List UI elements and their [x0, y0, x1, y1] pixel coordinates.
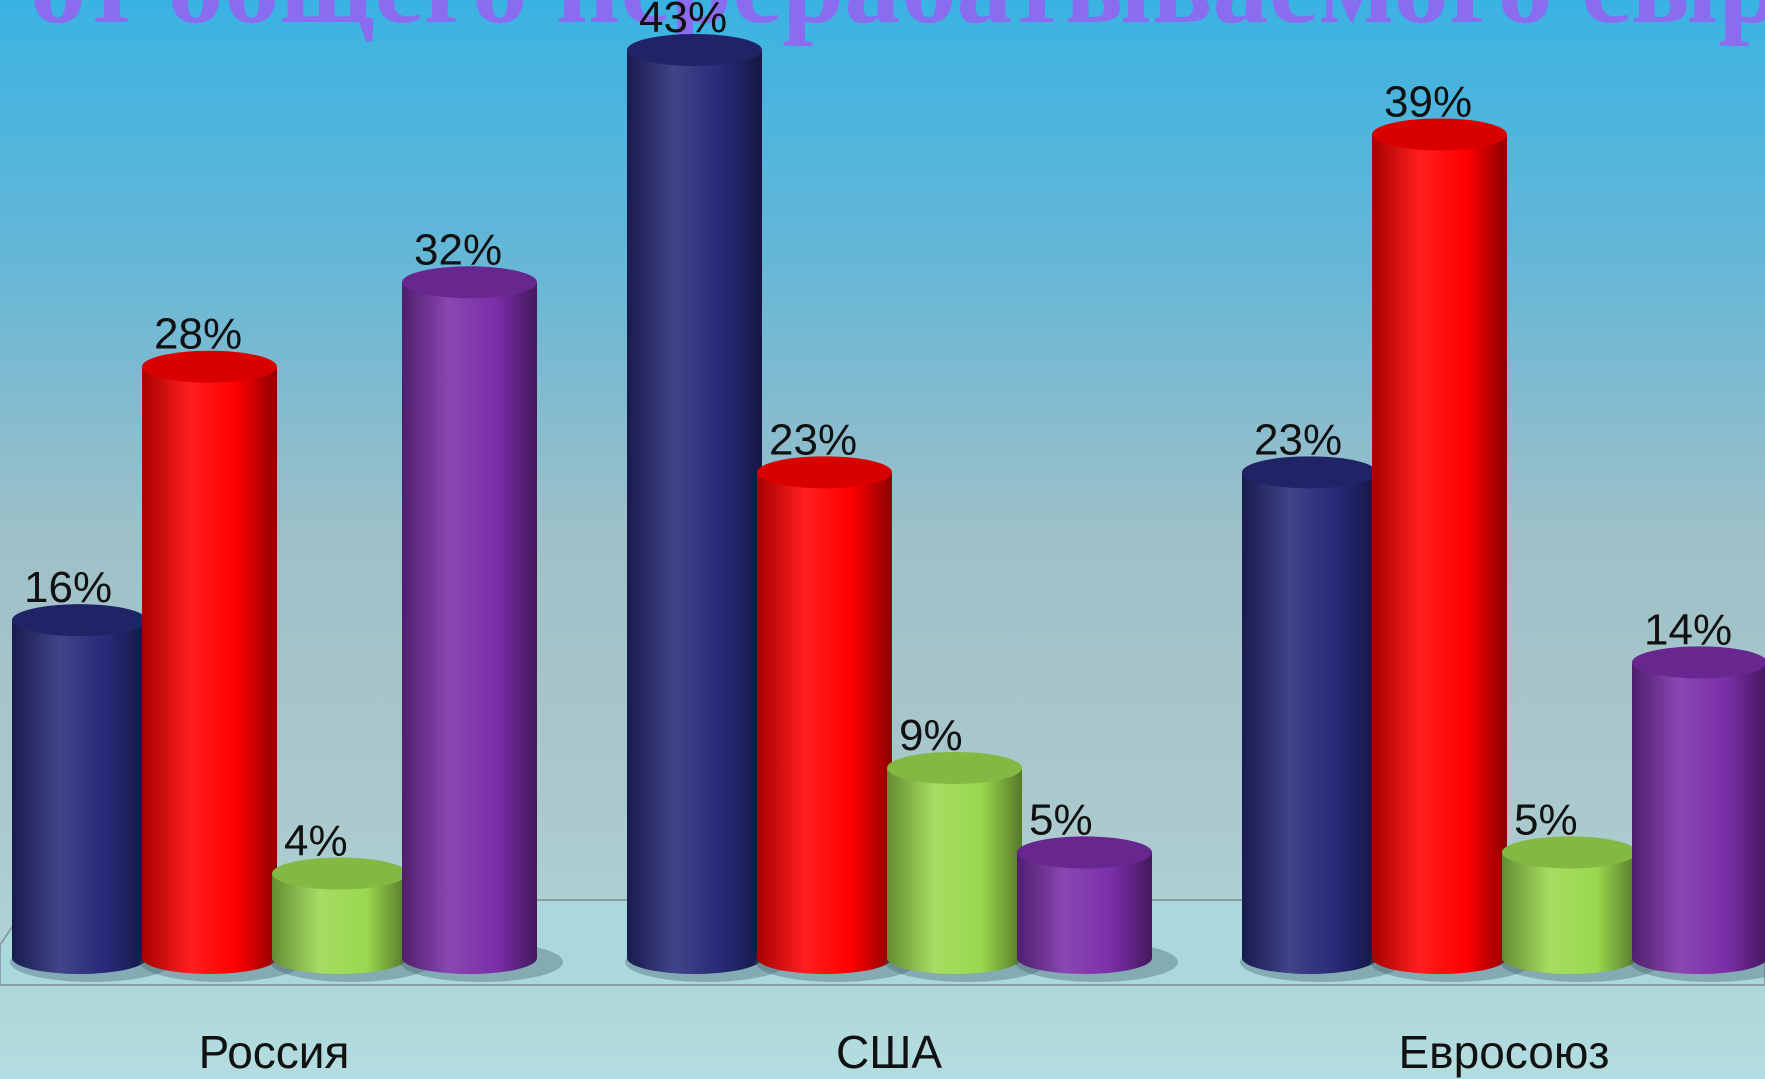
bar-2-2 — [755, 456, 918, 982]
data-label: 28% — [154, 310, 242, 359]
bar-1-1 — [10, 604, 173, 982]
bar-cap — [887, 751, 1022, 784]
bar-3-3 — [1500, 836, 1663, 982]
bar-1-3 — [270, 857, 433, 982]
bar-cap — [1242, 456, 1377, 489]
bar-body — [272, 873, 407, 974]
category-axis: Россия США Евросоюз — [199, 1026, 1610, 1078]
data-label: 43% — [639, 0, 727, 42]
slide-title: от общего перерабатываемого сырья — [30, 0, 1765, 47]
bar-3-1 — [1240, 456, 1403, 982]
category-label: Евросоюз — [1399, 1026, 1610, 1078]
data-label-group: 16% 28% 4% 32% 43% 23% 9% 5% 23% 39% 5% 14% — [24, 0, 1732, 866]
data-label: 23% — [1254, 415, 1342, 464]
bar-cap — [142, 350, 277, 383]
bar-body — [142, 366, 277, 974]
data-label: 5% — [1029, 795, 1093, 844]
bar-body — [887, 767, 1022, 974]
bar-cap — [1502, 836, 1637, 869]
bar-body — [1242, 472, 1377, 974]
data-label: 39% — [1384, 77, 1472, 126]
bar-body — [402, 282, 537, 975]
bar-body — [1632, 662, 1765, 974]
bar-cap — [1017, 836, 1152, 869]
data-label: 5% — [1514, 795, 1578, 844]
data-label: 16% — [24, 563, 112, 612]
bar-body — [1502, 852, 1637, 974]
bar-cap — [1372, 118, 1507, 151]
bar-3-4 — [1630, 646, 1765, 982]
bar-1-4 — [400, 266, 563, 982]
bar-body — [1017, 852, 1152, 974]
category-label: США — [836, 1026, 942, 1078]
bar-cap — [757, 456, 892, 489]
data-label: 14% — [1644, 605, 1732, 654]
bar-group — [10, 34, 1765, 982]
bar-body — [756, 472, 892, 974]
category-label: Россия — [199, 1026, 350, 1078]
bar-1-2 — [140, 350, 303, 982]
bar-2-3 — [885, 751, 1048, 982]
data-label: 9% — [899, 711, 963, 760]
data-label: 32% — [414, 225, 502, 274]
bar-cap — [272, 857, 407, 890]
bar-cap — [12, 604, 147, 637]
bar-cap — [627, 34, 762, 66]
bar-body — [627, 50, 762, 974]
bar-2-1 — [625, 34, 788, 982]
bar-2-4 — [1015, 836, 1178, 982]
data-label: 4% — [284, 817, 348, 866]
bar-cap — [402, 266, 537, 299]
data-label: 23% — [769, 415, 857, 464]
bar-body — [1372, 134, 1507, 975]
bar-body — [12, 620, 147, 974]
bar-cap — [1632, 646, 1765, 679]
bar-3-2 — [1370, 118, 1533, 982]
